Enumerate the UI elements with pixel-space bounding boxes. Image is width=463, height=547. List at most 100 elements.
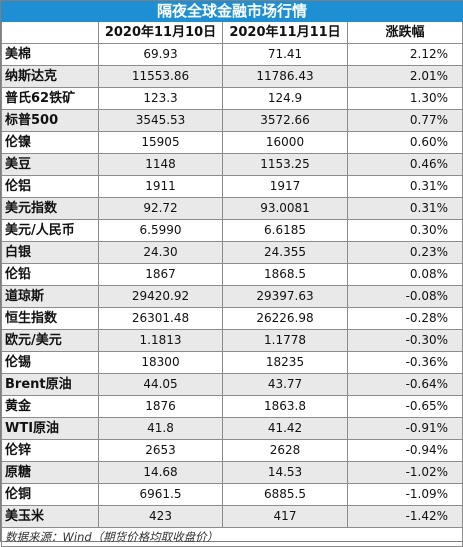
change-percent: -1.42% xyxy=(346,505,463,528)
value-date-2: 24.355 xyxy=(222,241,348,264)
value-date-1: 6961.5 xyxy=(98,483,223,506)
value-date-2: 14.53 xyxy=(222,461,348,484)
table-row: 伦铅 1867 1868.5 0.08% xyxy=(1,263,463,286)
instrument-name: 恒生指数 xyxy=(1,307,99,330)
instrument-name: 美棉 xyxy=(1,43,99,66)
table-row: 美元指数 92.72 93.0081 0.31% xyxy=(1,197,463,220)
instrument-name: 欧元/美元 xyxy=(1,329,99,352)
change-percent: 2.12% xyxy=(346,43,463,66)
value-date-2: 29397.63 xyxy=(222,285,348,308)
change-percent: -0.64% xyxy=(346,373,463,396)
instrument-name: 道琼斯 xyxy=(1,285,99,308)
change-percent: 0.23% xyxy=(346,241,463,264)
value-date-2: 124.9 xyxy=(222,87,348,110)
instrument-name: 伦铜 xyxy=(1,483,99,506)
table-row: 原糖 14.68 14.53 -1.02% xyxy=(1,461,463,484)
table-row: 伦镍 15905 16000 0.60% xyxy=(1,131,463,154)
change-percent: 0.60% xyxy=(346,131,463,154)
value-date-1: 2653 xyxy=(98,439,223,462)
instrument-name: 伦锌 xyxy=(1,439,99,462)
value-date-1: 1867 xyxy=(98,263,223,286)
value-date-1: 69.93 xyxy=(98,43,223,66)
instrument-name: 伦铅 xyxy=(1,263,99,286)
value-date-1: 92.72 xyxy=(98,197,223,220)
value-date-2: 1868.5 xyxy=(222,263,348,286)
value-date-1: 11553.86 xyxy=(98,65,223,88)
table-row: 美豆 1148 1153.25 0.46% xyxy=(1,153,463,176)
table-row: 伦铜 6961.5 6885.5 -1.09% xyxy=(1,483,463,506)
instrument-name: 白银 xyxy=(1,241,99,264)
value-date-2: 11786.43 xyxy=(222,65,348,88)
header-date-1: 2020年11月10日 xyxy=(98,21,223,44)
value-date-1: 24.30 xyxy=(98,241,223,264)
table-row: 道琼斯 29420.92 29397.63 -0.08% xyxy=(1,285,463,308)
instrument-name: 原糖 xyxy=(1,461,99,484)
change-percent: 2.01% xyxy=(346,65,463,88)
change-percent: -1.02% xyxy=(346,461,463,484)
value-date-2: 18235 xyxy=(222,351,348,374)
change-percent: -0.91% xyxy=(346,417,463,440)
table-title: 隔夜全球金融市场行情 xyxy=(0,1,463,22)
header-name xyxy=(1,21,99,44)
instrument-name: 黄金 xyxy=(1,395,99,418)
header-date-2: 2020年11月11日 xyxy=(222,21,348,44)
value-date-1: 41.8 xyxy=(98,417,223,440)
table-row: 伦锡 18300 18235 -0.36% xyxy=(1,351,463,374)
table-row: WTI原油 41.8 41.42 -0.91% xyxy=(1,417,463,440)
table-row: 伦锌 2653 2628 -0.94% xyxy=(1,439,463,462)
table-row: 纳斯达克 11553.86 11786.43 2.01% xyxy=(1,65,463,88)
table-row: 美玉米 423 417 -1.42% xyxy=(1,505,463,528)
change-percent: 0.31% xyxy=(346,197,463,220)
table-row: 伦铝 1911 1917 0.31% xyxy=(1,175,463,198)
header-row: 2020年11月10日 2020年11月11日 涨跌幅 xyxy=(1,21,463,44)
table-row: 白银 24.30 24.355 0.23% xyxy=(1,241,463,264)
value-date-1: 6.5990 xyxy=(98,219,223,242)
value-date-2: 1153.25 xyxy=(222,153,348,176)
value-date-2: 41.42 xyxy=(222,417,348,440)
value-date-1: 1876 xyxy=(98,395,223,418)
value-date-1: 44.05 xyxy=(98,373,223,396)
instrument-name: 伦镍 xyxy=(1,131,99,154)
value-date-1: 1911 xyxy=(98,175,223,198)
value-date-2: 1917 xyxy=(222,175,348,198)
table-row: 黄金 1876 1863.8 -0.65% xyxy=(1,395,463,418)
value-date-1: 29420.92 xyxy=(98,285,223,308)
instrument-name: 标普500 xyxy=(1,109,99,132)
value-date-2: 417 xyxy=(222,505,348,528)
change-percent: 0.77% xyxy=(346,109,463,132)
value-date-1: 123.3 xyxy=(98,87,223,110)
header-change: 涨跌幅 xyxy=(346,21,463,44)
change-percent: -0.30% xyxy=(346,329,463,352)
table-row: 标普500 3545.53 3572.66 0.77% xyxy=(1,109,463,132)
change-percent: 1.30% xyxy=(346,87,463,110)
instrument-name: 美元/人民币 xyxy=(1,219,99,242)
value-date-1: 1148 xyxy=(98,153,223,176)
change-percent: -0.65% xyxy=(346,395,463,418)
value-date-1: 18300 xyxy=(98,351,223,374)
change-percent: -0.36% xyxy=(346,351,463,374)
value-date-2: 93.0081 xyxy=(222,197,348,220)
change-percent: -0.28% xyxy=(346,307,463,330)
instrument-name: 美元指数 xyxy=(1,197,99,220)
value-date-2: 2628 xyxy=(222,439,348,462)
instrument-name: 美玉米 xyxy=(1,505,99,528)
value-date-2: 6.6185 xyxy=(222,219,348,242)
instrument-name: 伦铝 xyxy=(1,175,99,198)
table-row: 恒生指数 26301.48 26226.98 -0.28% xyxy=(1,307,463,330)
value-date-1: 423 xyxy=(98,505,223,528)
instrument-name: 伦锡 xyxy=(1,351,99,374)
value-date-2: 3572.66 xyxy=(222,109,348,132)
instrument-name: WTI原油 xyxy=(1,417,99,440)
table-row: 欧元/美元 1.1813 1.1778 -0.30% xyxy=(1,329,463,352)
change-percent: 0.46% xyxy=(346,153,463,176)
value-date-1: 15905 xyxy=(98,131,223,154)
value-date-1: 14.68 xyxy=(98,461,223,484)
table-row: Brent原油 44.05 43.77 -0.64% xyxy=(1,373,463,396)
value-date-2: 1863.8 xyxy=(222,395,348,418)
change-percent: 0.08% xyxy=(346,263,463,286)
table-row: 普氏62铁矿 123.3 124.9 1.30% xyxy=(1,87,463,110)
value-date-1: 1.1813 xyxy=(98,329,223,352)
value-date-1: 26301.48 xyxy=(98,307,223,330)
